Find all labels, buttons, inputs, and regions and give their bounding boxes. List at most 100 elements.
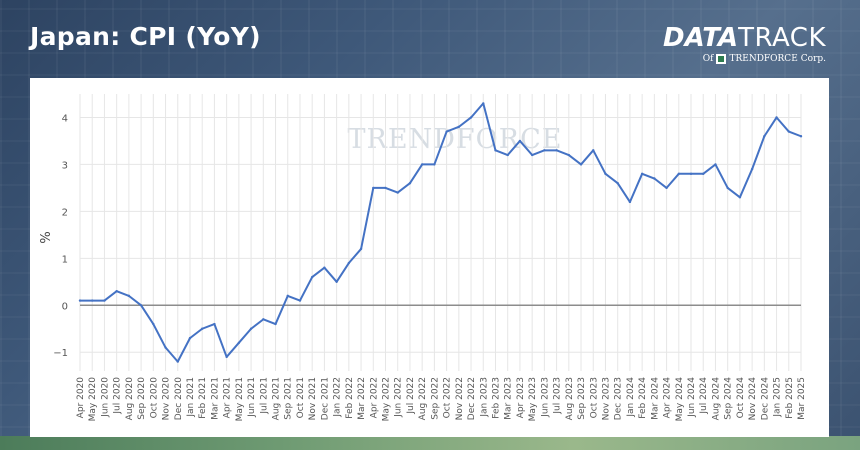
x-tick-label: Jun 2023 xyxy=(540,377,550,418)
data-point xyxy=(799,135,803,138)
x-tick-label: Aug 2024 xyxy=(711,377,721,421)
data-point xyxy=(494,149,497,152)
y-tick-label: −1 xyxy=(53,348,68,359)
x-tick-label: May 2020 xyxy=(88,377,98,422)
x-tick-label: May 2023 xyxy=(528,377,538,421)
x-tick-label: Nov 2023 xyxy=(601,377,611,420)
data-point xyxy=(323,266,326,269)
trendforce-logo-icon xyxy=(716,54,727,64)
data-point xyxy=(592,149,595,152)
data-point xyxy=(653,177,656,180)
data-point xyxy=(347,261,351,265)
data-point xyxy=(726,186,729,190)
x-tick-label: Sep 2024 xyxy=(724,377,734,420)
data-point xyxy=(152,322,155,326)
data-point xyxy=(201,327,204,330)
data-point xyxy=(628,200,632,204)
x-tick-label: Apr 2024 xyxy=(663,377,673,419)
x-tick-label: Dec 2021 xyxy=(320,377,330,420)
x-tick-label: Mar 2022 xyxy=(357,377,367,420)
x-tick-label: Feb 2024 xyxy=(638,377,648,419)
data-point xyxy=(604,172,607,176)
x-tick-label: Aug 2021 xyxy=(272,377,282,420)
data-point xyxy=(665,186,668,190)
x-tick-label: Feb 2022 xyxy=(345,377,355,419)
data-point xyxy=(555,149,558,152)
data-point xyxy=(396,191,399,194)
y-tick-label: 4 xyxy=(62,113,68,124)
brand-sub-suffix: Corp. xyxy=(800,54,826,64)
brand-wordmark-strong: DATA xyxy=(663,23,739,53)
x-tick-label: Mar 2024 xyxy=(650,377,660,420)
data-point xyxy=(286,294,289,298)
x-tick-label: Jan 2021 xyxy=(186,377,196,418)
data-point xyxy=(249,327,253,330)
x-tick-label: Jan 2024 xyxy=(626,377,636,418)
x-tick-label: Sep 2020 xyxy=(137,377,147,420)
x-tick-label: Feb 2025 xyxy=(785,377,795,419)
data-point xyxy=(225,355,228,359)
x-tick-label: Apr 2023 xyxy=(516,377,526,418)
x-tick-label: Jun 2021 xyxy=(247,377,257,418)
x-tick-label: Jan 2022 xyxy=(333,377,343,418)
brand-subtitle: Of TRENDFORCE Corp. xyxy=(663,54,826,64)
x-tick-label: Oct 2022 xyxy=(443,377,453,418)
brand-wordmark: DATATRACK xyxy=(663,24,826,52)
x-tick-label: Aug 2023 xyxy=(565,377,575,420)
x-tick-label: Mar 2023 xyxy=(504,377,514,420)
brand-wordmark-light: TRACK xyxy=(738,23,826,53)
data-point xyxy=(359,247,363,251)
x-tick-label: Apr 2021 xyxy=(223,377,233,418)
x-tick-label: Feb 2021 xyxy=(198,377,208,419)
data-point xyxy=(139,304,143,307)
brand-sub-name: TRENDFORCE xyxy=(729,54,798,64)
data-point xyxy=(372,186,375,190)
x-tick-label: Oct 2021 xyxy=(296,377,306,418)
x-tick-label: Oct 2024 xyxy=(736,377,746,419)
x-tick-label: Sep 2023 xyxy=(577,377,587,420)
x-tick-label: May 2024 xyxy=(675,377,685,422)
x-tick-label: Jul 2024 xyxy=(699,377,709,415)
x-tick-label: Oct 2023 xyxy=(589,377,599,418)
data-point xyxy=(335,280,338,283)
x-tick-label: Aug 2020 xyxy=(125,377,135,421)
data-point xyxy=(274,322,277,326)
y-axis-label: % xyxy=(39,231,54,243)
data-point xyxy=(103,299,106,302)
data-point xyxy=(433,163,436,166)
data-point xyxy=(640,172,644,176)
cpi-series-line xyxy=(79,102,802,363)
data-point xyxy=(408,182,412,185)
data-point xyxy=(384,186,387,190)
x-tick-label: Mar 2025 xyxy=(797,377,807,420)
data-point xyxy=(482,102,485,105)
data-point xyxy=(702,172,705,176)
data-point xyxy=(164,346,167,349)
data-point xyxy=(763,135,766,138)
x-tick-label: Nov 2020 xyxy=(162,377,172,421)
x-tick-label: Sep 2022 xyxy=(430,377,440,420)
data-point xyxy=(213,322,216,326)
data-point xyxy=(543,149,546,152)
y-tick-label: 2 xyxy=(62,207,68,218)
data-point xyxy=(579,163,583,166)
data-point xyxy=(127,294,131,298)
data-point xyxy=(176,360,179,363)
x-tick-label: Dec 2022 xyxy=(467,377,477,420)
data-point xyxy=(775,116,778,119)
chart-panel: TRENDFORCE −1 0 1 2 3 4% Apr 2020 May 2020 Jun 20… xyxy=(30,78,829,437)
data-point xyxy=(738,196,742,199)
data-point xyxy=(567,153,571,157)
x-tick-label: Jul 2023 xyxy=(553,377,563,415)
data-point xyxy=(469,116,473,119)
x-tick-label: Nov 2024 xyxy=(748,377,758,421)
x-tick-label: Apr 2020 xyxy=(76,377,86,419)
data-point xyxy=(750,167,754,171)
x-tick-label: Jun 2022 xyxy=(394,377,404,418)
data-point xyxy=(616,182,619,185)
data-point xyxy=(689,172,693,176)
x-tick-label: May 2021 xyxy=(235,377,245,421)
x-tick-label: May 2022 xyxy=(382,377,392,421)
x-tick-label: Jul 2022 xyxy=(406,377,416,415)
